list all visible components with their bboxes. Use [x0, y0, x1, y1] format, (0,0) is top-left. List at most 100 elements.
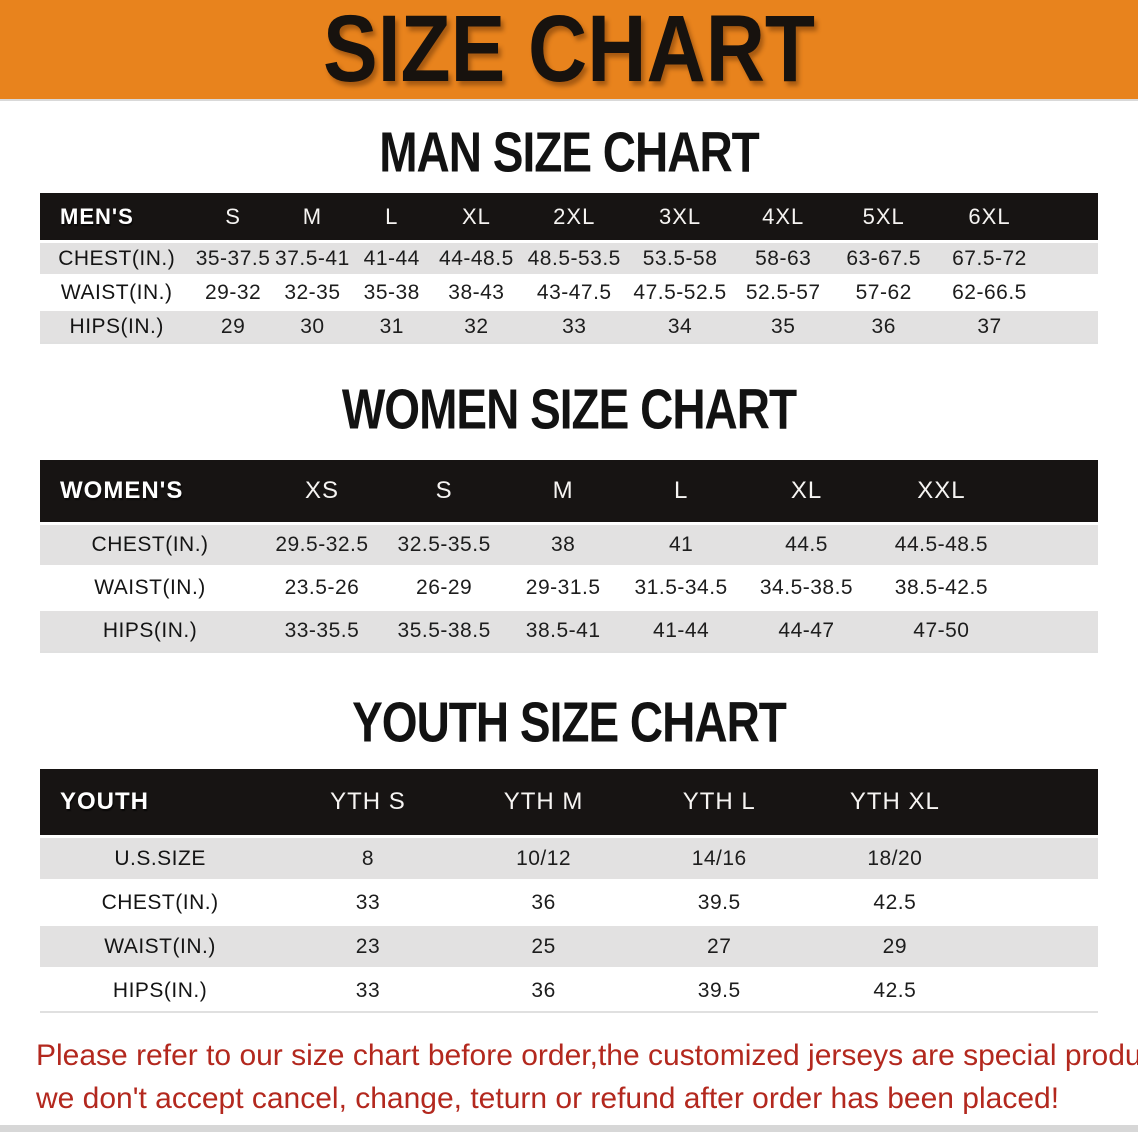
spacer-cell [1010, 567, 1098, 610]
size-value-cell: 32.5-35.5 [397, 533, 491, 556]
size-value-cell: 41 [668, 533, 694, 556]
spacer-cell [983, 881, 1098, 925]
measurement-row: CHEST(IN.) 33 36 39.5 42.5 [40, 880, 1098, 925]
measurement-row: HIPS(IN.) 29 30 31 32 33 34 35 36 37 [40, 309, 1098, 344]
row-label: HIPS(IN.) [69, 314, 164, 338]
size-value-cell: 44.5-48.5 [894, 533, 989, 556]
size-value-cell: 38 [550, 533, 576, 556]
youth-size-table: YOUTH YTH S YTH M YTH L YTH XL U.S.SIZE 8 10/12… [40, 769, 1098, 1013]
size-value-cell: 38-43 [448, 280, 505, 304]
size-value-cell: 32-35 [284, 280, 341, 304]
size-value-cell: 42.5 [873, 890, 917, 914]
size-column-header: M [272, 193, 353, 242]
size-value-cell: 38.5-42.5 [894, 576, 989, 599]
size-column-header: XXL [872, 460, 1011, 524]
row-label: WAIST(IN.) [104, 934, 216, 958]
size-column-header: 6XL [933, 193, 1046, 242]
size-column-header: YTH L [631, 769, 808, 837]
spacer-cell [983, 925, 1098, 969]
size-value-cell: 63-67.5 [846, 246, 922, 270]
size-value-cell: 10/12 [516, 846, 572, 870]
size-value-cell: 29 [882, 934, 908, 958]
women-size-chart-heading: WOMEN SIZE CHART [341, 377, 797, 441]
size-value-cell: 26-29 [416, 576, 473, 599]
size-value-cell: 29-32 [204, 280, 262, 304]
size-value-cell: 33 [355, 978, 381, 1002]
size-value-cell: 27 [707, 934, 732, 958]
size-value-cell: 44.5 [785, 533, 828, 556]
size-column-header: 4XL [732, 193, 834, 242]
size-value-cell: 38.5-41 [525, 619, 601, 642]
bottom-edge-strip [0, 1125, 1138, 1132]
table-corner-label: WOMEN'S [40, 460, 261, 524]
size-value-cell: 36 [531, 978, 556, 1002]
size-value-cell: 33 [355, 890, 381, 914]
size-value-cell: 31.5-34.5 [634, 576, 728, 599]
size-header-row: YOUTH YTH S YTH M YTH L YTH XL [40, 769, 1098, 837]
size-value-cell: 23.5-26 [284, 576, 360, 599]
size-value-cell: 35-38 [363, 280, 420, 304]
disclaimer-line-2: we don't accept cancel, change, teturn o… [36, 1081, 1060, 1115]
size-value-cell: 23 [355, 934, 381, 958]
man-size-chart-heading: MAN SIZE CHART [379, 120, 760, 184]
banner-title: SIZE CHART [323, 0, 815, 102]
size-value-cell: 42.5 [873, 978, 917, 1002]
size-value-cell: 35 [771, 314, 796, 338]
measurement-row: U.S.SIZE 8 10/12 14/16 18/20 [40, 836, 1098, 881]
measurement-row: WAIST(IN.) 23.5-26 26-29 29-31.5 31.5-34.5 34… [40, 566, 1098, 610]
size-value-cell: 39.5 [697, 890, 741, 914]
size-value-cell: 41-44 [363, 246, 420, 270]
table-corner-label: YOUTH [40, 769, 281, 837]
size-value-cell: 53.5-58 [642, 246, 718, 270]
row-label: CHEST(IN.) [91, 533, 209, 556]
size-value-cell: 31 [379, 314, 404, 338]
size-column-header: L [352, 193, 432, 242]
size-value-cell: 37.5-41 [275, 246, 350, 270]
size-column-header: S [383, 460, 505, 524]
size-value-cell: 25 [531, 934, 556, 958]
size-column-header: XS [260, 460, 384, 524]
spacer-cell [1010, 460, 1098, 524]
size-column-header: M [504, 460, 622, 524]
size-value-cell: 29.5-32.5 [275, 533, 369, 556]
size-value-cell: 47.5-52.5 [633, 280, 727, 304]
women-size-table: WOMEN'S XS S M L XL XXL CHEST(IN.) 29.5-32.5 32.5… [40, 460, 1098, 653]
spacer-cell [983, 969, 1098, 1013]
size-value-cell: 62-66.5 [952, 280, 1027, 304]
size-column-header: 5XL [833, 193, 934, 242]
size-value-cell: 41-44 [653, 619, 710, 642]
size-value-cell: 48.5-53.5 [527, 246, 621, 270]
disclaimer-text: Please refer to our size chart before or… [0, 1035, 1138, 1121]
size-value-cell: 29-31.5 [525, 576, 601, 599]
men-size-table-wrap: MEN'S S M L XL 2XL 3XL 4XL 5XL 6XL CHEST(IN.) 35-37… [40, 193, 1098, 344]
spacer-cell [982, 769, 1098, 837]
measurement-row: WAIST(IN.) 23 25 27 29 [40, 924, 1098, 969]
size-column-header: YTH M [455, 769, 632, 837]
measurement-row: HIPS(IN.) 33-35.5 35.5-38.5 38.5-41 41-44 44-… [40, 609, 1098, 653]
size-value-cell: 34.5-38.5 [759, 576, 854, 599]
size-value-cell: 14/16 [691, 846, 747, 870]
size-column-header: YTH S [280, 769, 456, 837]
size-column-header: S [193, 193, 273, 242]
size-value-cell: 57-62 [855, 280, 912, 304]
row-label: HIPS(IN.) [112, 978, 208, 1002]
size-value-cell: 29 [220, 314, 246, 338]
spacer-cell [1045, 242, 1098, 276]
size-value-cell: 39.5 [697, 978, 741, 1002]
youth-size-table-wrap: YOUTH YTH S YTH M YTH L YTH XL U.S.SIZE 8 10/12… [40, 769, 1098, 1013]
size-value-cell: 30 [300, 314, 325, 338]
spacer-cell [1045, 310, 1098, 344]
size-value-cell: 33-35.5 [284, 619, 360, 642]
row-label: WAIST(IN.) [94, 576, 206, 599]
spacer-cell [983, 837, 1098, 881]
disclaimer-line-1: Please refer to our size chart before or… [36, 1039, 1138, 1072]
spacer-cell [1010, 610, 1098, 653]
size-column-header: L [621, 460, 741, 524]
banner: SIZE CHART [0, 0, 1138, 101]
spacer-cell [1045, 193, 1098, 242]
size-value-cell: 44-48.5 [439, 246, 514, 270]
size-value-cell: 44-47 [778, 619, 835, 642]
size-header-row: WOMEN'S XS S M L XL XXL [40, 460, 1098, 524]
size-value-cell: 58-63 [755, 246, 812, 270]
size-column-header: YTH XL [807, 769, 983, 837]
